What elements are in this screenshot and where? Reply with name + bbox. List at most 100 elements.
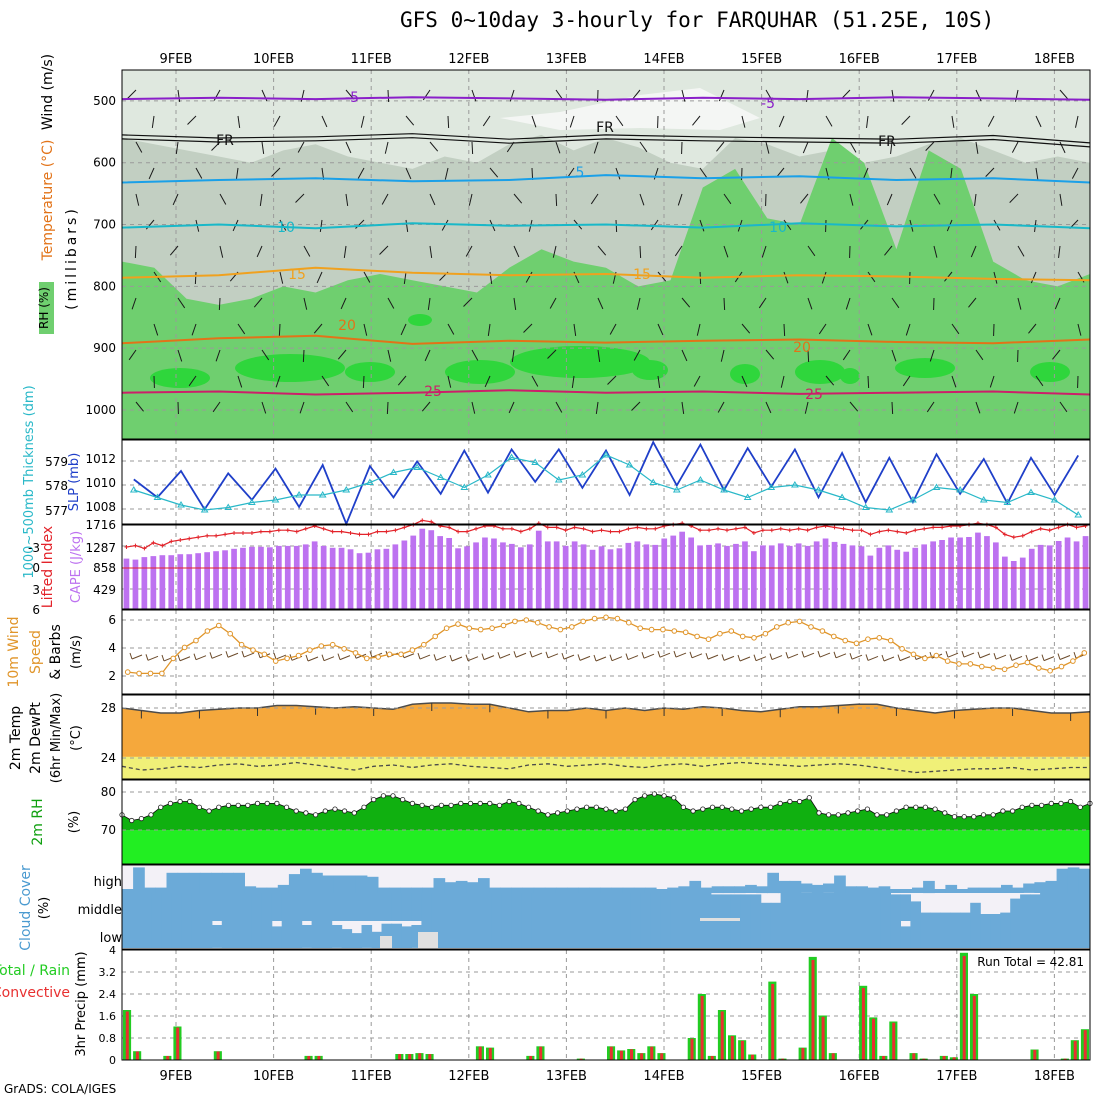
lifted-index-marker	[474, 526, 479, 531]
wind-barb	[590, 193, 599, 205]
lifted-index-marker	[707, 528, 712, 533]
cloud-cover-bar	[900, 894, 911, 921]
wind-barb	[909, 167, 917, 179]
isotherm-label: 25	[805, 387, 823, 403]
rh-marker	[429, 804, 435, 810]
cloud-cover-bar	[589, 887, 601, 893]
rh-marker	[671, 795, 677, 801]
wind-speed-marker	[671, 628, 678, 634]
cloud-cover-bar	[271, 893, 283, 921]
rh-saturated-blob	[408, 314, 432, 326]
date-label-top: 13FEB	[546, 52, 587, 67]
lifted-index-marker	[1047, 528, 1052, 533]
cape-bar	[724, 545, 730, 609]
rh-marker	[148, 812, 154, 818]
cloud-cover-bar	[900, 889, 913, 893]
cape-bar	[813, 541, 820, 609]
wind-barb	[345, 141, 352, 154]
cloud-cover-bar	[241, 921, 253, 948]
isotherm-line	[122, 389, 1090, 396]
rh-marker	[738, 808, 745, 814]
wind-barb	[467, 656, 479, 662]
cloud-cover-bar	[711, 886, 724, 894]
cloud-cover-bar	[455, 880, 468, 894]
rh-marker	[874, 812, 880, 818]
lifted-index-marker	[778, 526, 783, 531]
precip-convective-label: Convective	[0, 985, 70, 1001]
wind-barb	[219, 245, 224, 258]
wind-barb	[302, 349, 305, 363]
cloud-cover-bar	[1012, 887, 1024, 893]
cloud-cover-bar	[561, 893, 572, 921]
wind-barb	[883, 656, 895, 662]
wind-speed-marker	[728, 628, 735, 634]
cape-bar	[186, 554, 193, 609]
wind-barb	[951, 375, 957, 388]
cloud-cover-bar	[800, 883, 813, 893]
lifted-index-marker	[294, 529, 299, 534]
wind-barb	[819, 652, 831, 658]
wind-barb	[484, 375, 491, 388]
cloud-cover-bar	[541, 893, 552, 921]
wind-barb	[595, 656, 607, 662]
lifted-index-marker	[563, 528, 568, 533]
lifted-index-marker	[151, 540, 156, 545]
cloud-cover-bar	[1000, 921, 1011, 948]
cloud-cover-bar	[461, 893, 472, 921]
lifted-index-marker	[124, 545, 129, 549]
wind-speed-marker	[990, 665, 997, 671]
rh-marker	[177, 798, 183, 805]
cloud-cover-bar	[331, 925, 343, 948]
pressure-axis-label: (millibars)	[64, 206, 80, 310]
rh-marker	[1048, 800, 1054, 807]
wind-barb	[449, 654, 453, 662]
wind-barb	[403, 271, 407, 284]
precip-convective-bar	[831, 1053, 835, 1060]
cloud-cover-bar	[621, 893, 632, 921]
cape-bar	[742, 541, 748, 609]
cloud-cover-bar	[151, 921, 163, 948]
rh-marker	[1000, 808, 1006, 814]
lifted-index-axis-label: Lifted Index	[40, 526, 56, 608]
wind-barb	[765, 401, 772, 414]
cloud-cover-bar	[700, 921, 712, 948]
cloud-cover-bar	[650, 921, 662, 948]
wind-barb	[800, 193, 809, 204]
date-label-top: 12FEB	[448, 52, 489, 67]
cape-tick-label: 429	[93, 583, 116, 597]
precip-convective-bar	[740, 1040, 744, 1060]
wind-speed-marker	[124, 669, 131, 675]
li-tick-label: 0	[32, 561, 40, 575]
wind-barb	[319, 219, 323, 232]
wind-barb	[299, 401, 305, 414]
panel-frame	[121, 69, 1091, 440]
wind-barb	[316, 271, 323, 284]
cape-bar	[482, 537, 488, 609]
cape-bar	[284, 545, 291, 609]
rh-saturated-blob	[510, 346, 650, 378]
wind-barb	[531, 375, 539, 387]
cape-bar	[697, 545, 703, 609]
wind-barb	[191, 323, 197, 336]
rh-marker	[477, 800, 483, 807]
cape-bar	[320, 545, 327, 609]
precip-total-label: Total / Rain	[0, 963, 70, 979]
rh-saturated-blob	[235, 354, 345, 382]
cloud-cover-bar	[840, 921, 852, 948]
cloud-cover-bar	[710, 921, 722, 948]
rh-tick-label: 70	[101, 823, 116, 837]
wind-barb	[699, 167, 708, 179]
wind-barb	[1059, 89, 1069, 100]
rh-marker	[806, 795, 812, 801]
cloud-cover-bar	[333, 875, 346, 894]
cloud-cover-bar	[789, 880, 802, 894]
wind-barb	[531, 115, 537, 128]
cloud-cover-bar	[710, 894, 722, 921]
wind-speed-marker	[808, 624, 814, 630]
precip-tick-label: 0	[109, 1054, 116, 1067]
cloud-cover-bar	[845, 886, 857, 894]
wind-tick-label: 6	[108, 613, 116, 627]
wind-barb	[951, 323, 960, 335]
wind-speed-marker	[147, 670, 154, 677]
